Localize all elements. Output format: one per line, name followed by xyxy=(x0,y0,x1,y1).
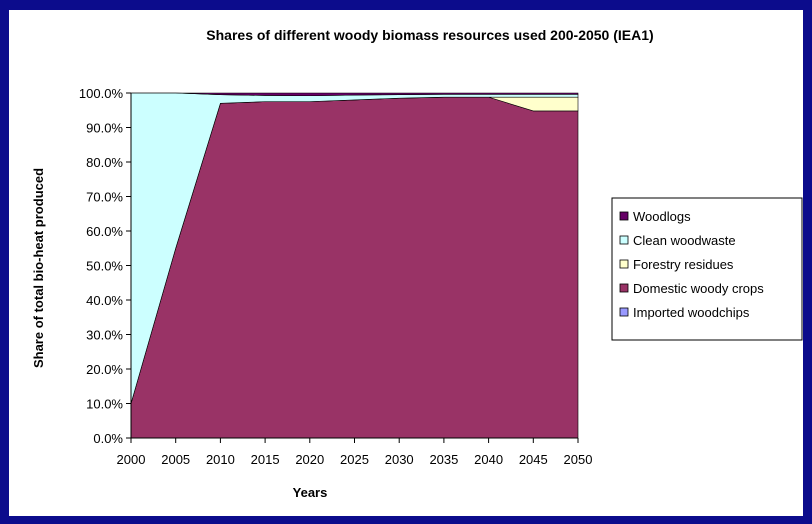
y-tick-label: 90.0% xyxy=(86,121,123,136)
x-tick-label: 2030 xyxy=(385,452,414,467)
legend-swatch-clean-woodwaste xyxy=(619,235,629,245)
y-axis-ticks: 0.0% 10.0% 20.0% 30.0% 40.0% 50.0% 60.0% 70.0% 8… xyxy=(79,86,131,446)
x-tick-label: 2035 xyxy=(429,452,458,467)
x-tick-label: 2020 xyxy=(295,452,324,467)
y-tick-label: 20.0% xyxy=(86,362,123,377)
legend-swatch-domestic-woody-crops xyxy=(619,283,629,293)
legend-label-imported-woodchips: Imported woodchips xyxy=(633,305,750,320)
y-tick-label: 30.0% xyxy=(86,328,123,343)
area-woodlogs xyxy=(131,92,579,97)
x-axis-title: Years xyxy=(293,485,328,500)
legend-label-forestry-residues: Forestry residues xyxy=(633,257,734,272)
x-tick-label: 2045 xyxy=(519,452,548,467)
legend-box xyxy=(611,197,803,341)
y-axis-title: Share of total bio-heat produced xyxy=(31,168,46,368)
legend-swatch-forestry-residues xyxy=(619,259,629,269)
x-tick-label: 2015 xyxy=(251,452,280,467)
legend-label-woodlogs: Woodlogs xyxy=(633,209,691,224)
y-tick-label: 80.0% xyxy=(86,155,123,170)
legend-swatch-imported-woodchips xyxy=(619,307,629,317)
legend: Woodlogs Clean woodwaste Forestry residues… xyxy=(611,197,803,341)
x-tick-label: 2000 xyxy=(117,452,146,467)
x-tick-label: 2010 xyxy=(206,452,235,467)
y-tick-label: 0.0% xyxy=(93,431,123,446)
legend-label-domestic-woody-crops: Domestic woody crops xyxy=(633,281,764,296)
x-tick-label: 2025 xyxy=(340,452,369,467)
x-axis-ticks: 2000 2005 2010 2015 2020 2025 2030 2035 2040 2045… xyxy=(117,438,593,467)
chart-panel: Shares of different woody biomass resour… xyxy=(9,10,803,516)
y-tick-label: 40.0% xyxy=(86,293,123,308)
x-tick-label: 2005 xyxy=(161,452,190,467)
y-tick-label: 60.0% xyxy=(86,224,123,239)
chart-title: Shares of different woody biomass resour… xyxy=(206,27,653,43)
x-tick-label: 2050 xyxy=(564,452,593,467)
legend-label-clean-woodwaste: Clean woodwaste xyxy=(633,233,736,248)
stacked-area-chart: Shares of different woody biomass resour… xyxy=(31,27,803,500)
plot-areas xyxy=(130,92,579,439)
y-tick-label: 70.0% xyxy=(86,190,123,205)
legend-swatch-woodlogs xyxy=(619,211,629,221)
y-tick-label: 10.0% xyxy=(86,397,123,412)
y-tick-label: 100.0% xyxy=(79,86,124,101)
x-tick-label: 2040 xyxy=(474,452,503,467)
y-tick-label: 50.0% xyxy=(86,259,123,274)
